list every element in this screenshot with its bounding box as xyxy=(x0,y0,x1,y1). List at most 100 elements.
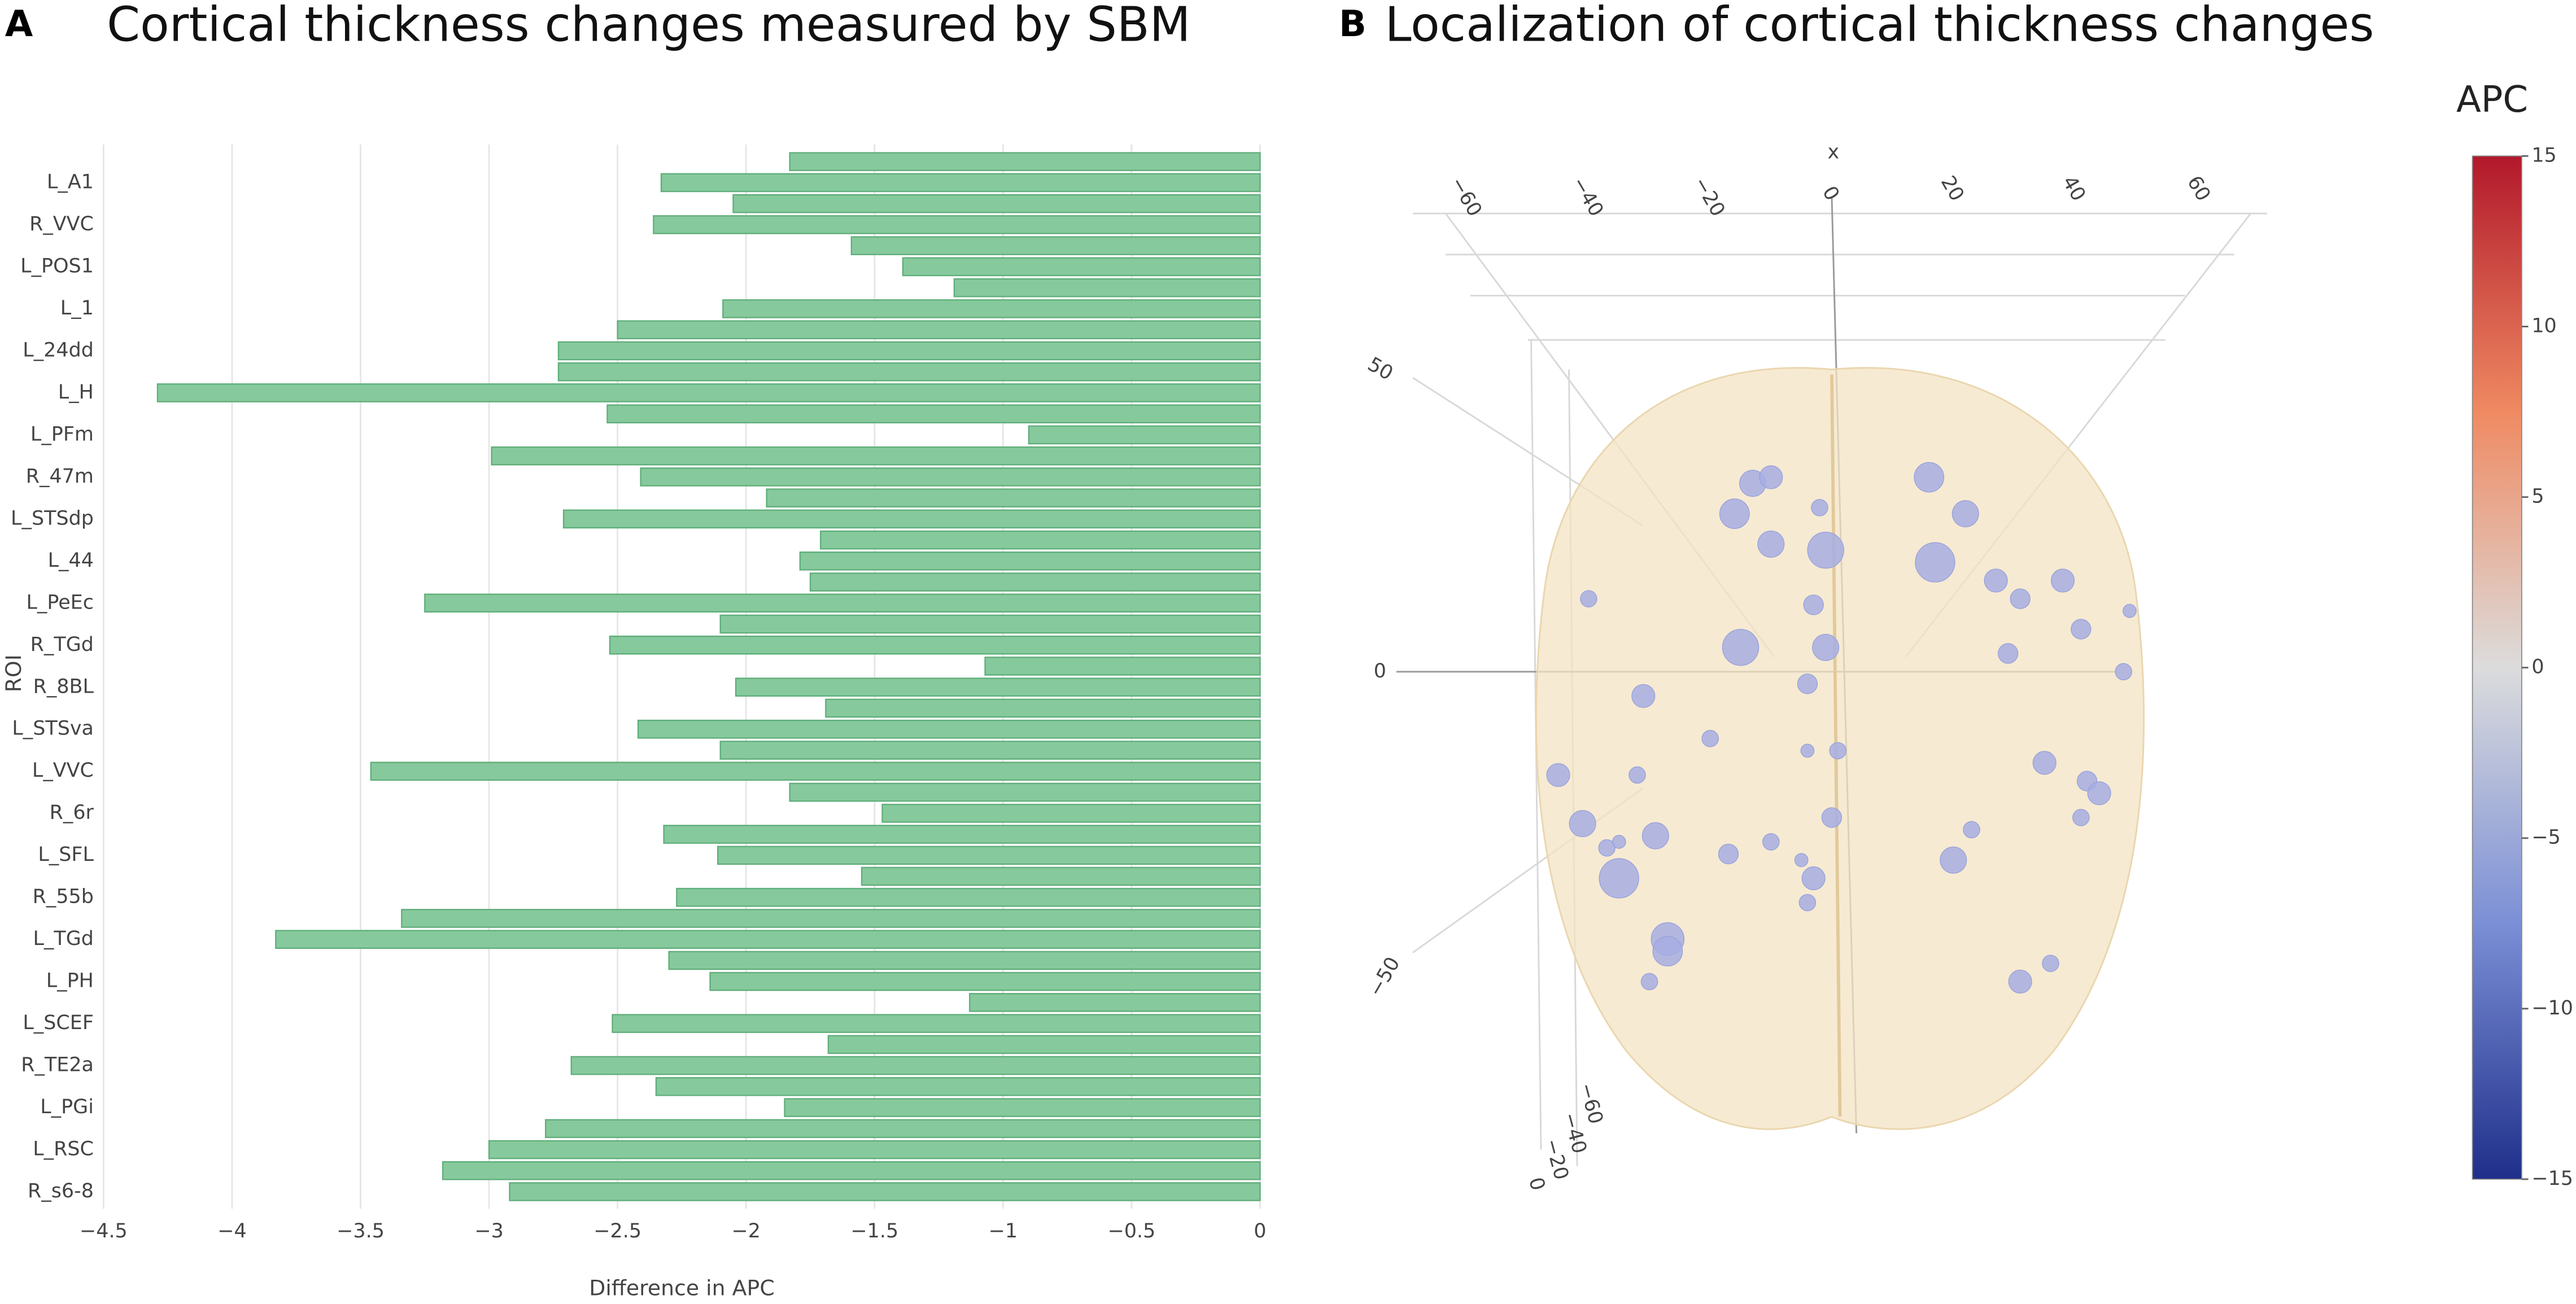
colorbar xyxy=(2472,155,2522,1180)
y-tick-label: L_SFL xyxy=(38,843,94,866)
roi-point xyxy=(1821,807,1843,828)
roi-point xyxy=(1997,643,2019,664)
y-tick-label: L_RSC xyxy=(33,1138,94,1161)
y-tick-label: R_TGd xyxy=(30,633,94,656)
bar xyxy=(719,614,1261,634)
x-tick-label: −0.5 xyxy=(1108,1220,1156,1242)
bar xyxy=(156,383,1261,402)
roi-point xyxy=(2115,663,2132,681)
roi-point xyxy=(1794,853,1809,867)
bar xyxy=(570,1056,1261,1075)
bar xyxy=(719,741,1261,760)
bar xyxy=(545,1119,1261,1139)
x-tick-label: 0 xyxy=(1254,1220,1266,1242)
roi-point xyxy=(1807,531,1844,569)
roi-point xyxy=(1829,742,1847,760)
bar xyxy=(1028,425,1261,445)
x-tick-label: 60 xyxy=(2182,172,2215,205)
y-tick-label: L_VVC xyxy=(32,759,94,782)
roi-point xyxy=(1612,834,1626,849)
y-tick-label: R_47m xyxy=(26,465,94,488)
roi-point xyxy=(1963,821,1980,839)
y-tick-label: L_H xyxy=(58,381,94,404)
x-axis-title: Difference in APC xyxy=(589,1275,775,1300)
roi-point xyxy=(2123,603,2137,618)
y-axis-title: ROI xyxy=(1,654,26,692)
bar xyxy=(663,825,1261,844)
roi-point xyxy=(1722,629,1759,666)
colorbar-title: APC xyxy=(2456,79,2528,121)
roi-point xyxy=(1951,500,1979,528)
roi-point xyxy=(1719,498,1750,529)
y-tick-label: L_PGi xyxy=(40,1096,94,1118)
bar xyxy=(509,1182,1261,1201)
roi-point xyxy=(1914,462,1945,493)
y-tick-label: L_44 xyxy=(48,549,94,572)
y-tick-label: R_55b xyxy=(33,886,94,908)
bar xyxy=(735,677,1261,697)
roi-point xyxy=(1759,465,1783,489)
bar xyxy=(850,236,1261,256)
bar xyxy=(640,467,1261,487)
y-tick-label: R_8BL xyxy=(33,675,94,698)
chart-title: Cortical thickness changes measured by S… xyxy=(107,0,1190,52)
bar xyxy=(609,635,1261,655)
bar xyxy=(902,257,1261,277)
roi-point xyxy=(1811,498,1828,517)
colorbar-tick-label: 10 xyxy=(2531,314,2556,337)
bar xyxy=(799,552,1261,571)
roi-point xyxy=(1803,594,1824,615)
bar xyxy=(881,803,1261,823)
y-tick-label: L_STSdp xyxy=(11,507,94,530)
bar xyxy=(717,846,1261,865)
colorbar-tick-label: −10 xyxy=(2531,997,2573,1019)
x-tick-label: 40 xyxy=(2058,172,2090,205)
y-tick-label: 0 xyxy=(1374,660,1386,682)
bar xyxy=(668,951,1261,970)
colorbar-tick-label: 15 xyxy=(2531,144,2556,167)
bar xyxy=(557,362,1261,382)
bar xyxy=(606,404,1261,423)
roi-point xyxy=(2008,969,2032,994)
y-tick-label: L_PH xyxy=(46,970,94,992)
roi-point xyxy=(2042,955,2059,972)
bar xyxy=(984,657,1261,676)
bar xyxy=(789,152,1261,172)
panel-label: A xyxy=(5,3,33,45)
bar xyxy=(789,782,1261,802)
x-tick-label: 20 xyxy=(1936,172,1968,205)
x-tick-label: 0 xyxy=(1818,182,1844,204)
bar xyxy=(809,572,1261,592)
roi-point xyxy=(1640,973,1658,991)
roi-point xyxy=(1599,858,1639,899)
bar xyxy=(861,867,1261,886)
roi-point xyxy=(1812,633,1840,661)
y-tick-label: L_SCEF xyxy=(23,1012,94,1034)
bar xyxy=(732,194,1261,213)
roi-point xyxy=(2050,568,2075,593)
bar xyxy=(612,1014,1261,1033)
colorbar-tick-label: −5 xyxy=(2531,826,2560,849)
roi-point xyxy=(1546,763,1570,787)
bar xyxy=(424,593,1261,613)
y-tick-label: −50 xyxy=(1364,953,1404,1001)
roi-point xyxy=(1641,822,1669,850)
y-tick-label: L_POS1 xyxy=(20,255,94,277)
roi-point xyxy=(2087,781,2111,806)
y-tick-label: L_PeEc xyxy=(26,591,93,614)
bar xyxy=(784,1098,1261,1117)
bar xyxy=(722,299,1261,318)
y-tick-label: L_1 xyxy=(60,297,94,320)
bar xyxy=(617,320,1261,339)
roi-point xyxy=(2010,588,2031,609)
roi-point xyxy=(1940,846,1967,874)
y-tick-label: 50 xyxy=(1364,353,1396,385)
z-tick-label: 0 xyxy=(1524,1175,1549,1193)
roi-point xyxy=(1628,766,1646,784)
roi-point xyxy=(1598,839,1616,857)
x-tick-label: −2 xyxy=(732,1220,761,1242)
x-tick-label: −1 xyxy=(989,1220,1018,1242)
panel-label: B xyxy=(1339,3,1366,45)
bar xyxy=(491,446,1261,466)
